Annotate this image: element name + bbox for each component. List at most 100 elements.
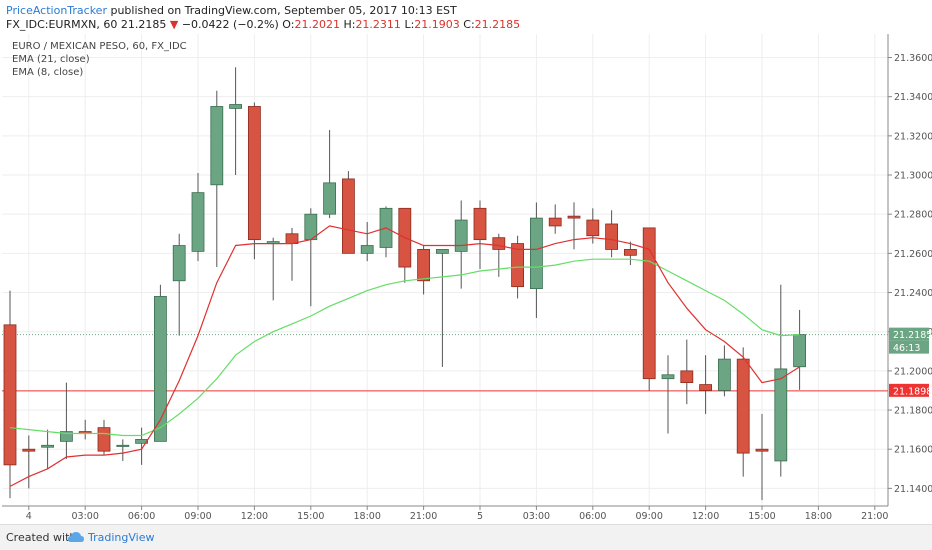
last-price-label-bg [889, 327, 929, 341]
chart-legend: EURO / MEXICAN PESO, 60, FX_IDC EMA (21,… [12, 40, 187, 79]
published-line: PriceActionTracker published on TradingV… [6, 4, 457, 17]
y-tick-label: 21.1800 [894, 406, 932, 417]
series-title: EURO / MEXICAN PESO, 60, FX_IDC [12, 41, 187, 52]
candle-body [323, 182, 337, 215]
candle-body [492, 237, 506, 250]
x-tick-label: 21:00 [861, 511, 888, 522]
candle-body [548, 217, 562, 227]
y-tick-label: 21.2600 [894, 249, 932, 260]
candle-body [605, 223, 618, 250]
legend-ema21[interactable]: EMA (21, close) [12, 54, 90, 65]
y-tick-label: 21.3000 [894, 171, 932, 182]
candle-body [774, 368, 788, 462]
candle-body [435, 249, 449, 254]
symbol-info: FX_IDC:EURMXN, 60 [6, 18, 118, 31]
x-tick-label: 21:00 [410, 511, 437, 522]
quote-line: FX_IDC:EURMXN, 60 21.2185 ▼ −0.0422 (−0.… [6, 18, 520, 31]
candle-body [41, 444, 54, 448]
candle-body [586, 219, 600, 237]
candle-body [530, 217, 543, 290]
x-tick-label: 06:00 [579, 511, 606, 522]
candle-body [135, 439, 149, 444]
candle-body [454, 219, 468, 252]
support-line-label: 21.1898 [893, 386, 932, 397]
x-tick-label: 09:00 [184, 511, 211, 522]
candle-body [736, 358, 750, 454]
candle-body [642, 227, 656, 380]
candle-body [473, 207, 487, 241]
low-value: 21.1903 [414, 18, 460, 31]
last-price-label: 21.2185 [893, 330, 932, 341]
x-tick-label: 12:00 [241, 511, 268, 522]
candle-body [417, 249, 431, 282]
candle-body [661, 374, 675, 380]
legend-ema8[interactable]: EMA (8, close) [12, 67, 84, 78]
candle-body [60, 431, 73, 442]
candle-body [116, 444, 130, 447]
x-tick-label: 03:00 [72, 511, 99, 522]
candle-body [22, 448, 36, 452]
low-label: L: [404, 18, 415, 31]
x-tick-label: 15:00 [297, 511, 324, 522]
candle-body [229, 104, 243, 109]
x-tick-label: 18:00 [354, 511, 381, 522]
countdown-label: 46:13 [893, 343, 920, 354]
countdown-label-bg [889, 340, 929, 354]
candle-body [755, 448, 769, 452]
high-label: H: [343, 18, 356, 31]
open-value: 21.2021 [294, 18, 340, 31]
candle-body [97, 427, 111, 452]
y-tick-label: 21.3600 [894, 53, 932, 64]
high-value: 21.2311 [355, 18, 401, 31]
candle-body [153, 296, 167, 442]
x-tick-label: 4 [26, 511, 32, 522]
ema21-line [9, 258, 800, 437]
y-tick-label: 21.1400 [894, 484, 932, 495]
support-line-label-bg [889, 383, 929, 397]
tradingview-cloud-icon[interactable] [68, 531, 84, 543]
candle-body [285, 233, 299, 244]
candle-body [191, 192, 205, 252]
x-tick-label: 12:00 [692, 511, 719, 522]
x-tick-label: 03:00 [523, 511, 550, 522]
candle-body [793, 334, 806, 368]
change-down-icon: ▼ [169, 18, 179, 31]
candle-body [624, 249, 637, 256]
last-price: 21.2185 [120, 18, 167, 31]
ema8-line [9, 225, 800, 487]
x-tick-label: 09:00 [636, 511, 663, 522]
published-text: published on TradingView.com, September … [110, 4, 457, 17]
candle-body [680, 370, 694, 384]
candle-body [210, 106, 224, 186]
open-label: O: [282, 18, 295, 31]
x-tick-label: 15:00 [748, 511, 775, 522]
x-tick-label: 18:00 [805, 511, 832, 522]
candle-body [172, 245, 186, 282]
created-with-text: Created with [6, 531, 77, 544]
candles-group [3, 67, 806, 501]
y-tick-label: 21.2400 [894, 288, 932, 299]
candle-body [360, 245, 374, 254]
close-value: 21.2185 [474, 18, 521, 31]
tradingview-brand[interactable]: TradingView [88, 531, 155, 544]
close-label: C: [463, 18, 475, 31]
ema-lines-group [9, 225, 800, 487]
axes-group: 21.3600 21.3400 21.3200 21.3000 21.2800 21.26… [2, 34, 932, 522]
candle-body [718, 358, 731, 391]
candle-body [3, 324, 17, 466]
candle-body [247, 106, 261, 241]
candlestick-chart[interactable]: 21.3600 21.3400 21.3200 21.3000 21.2800 21.26… [0, 34, 932, 522]
y-tick-label: 21.3400 [894, 92, 932, 103]
candle-body [699, 384, 712, 391]
change-value: −0.0422 (−0.2%) [181, 18, 279, 31]
author-link[interactable]: PriceActionTracker [6, 4, 107, 17]
candle-body [511, 243, 525, 288]
footer-bar: Created with TradingView [0, 524, 932, 550]
x-tick-label: 5 [477, 511, 483, 522]
y-tick-label: 21.1600 [894, 445, 932, 456]
candle-body [341, 178, 355, 254]
y-tick-label: 21.3200 [894, 131, 932, 142]
candle-body [567, 215, 581, 219]
y-tick-label: 21.2000 [894, 366, 932, 377]
y-tick-label: 21.2800 [894, 210, 932, 221]
